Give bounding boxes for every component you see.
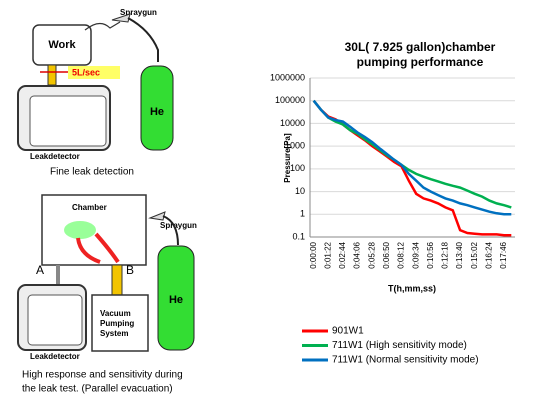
y-tick-label: 10000 bbox=[280, 118, 305, 128]
pipe-b bbox=[111, 264, 123, 296]
spraygun-label: Spraygun bbox=[160, 221, 197, 230]
x-tick-label: 0:15:02 bbox=[470, 241, 479, 268]
y-tick-label: 1000000 bbox=[270, 72, 305, 82]
series-line bbox=[312, 99, 512, 209]
flow-arrow-b bbox=[94, 232, 120, 264]
caption: the leak test. (Parallel evacuation) bbox=[22, 384, 173, 395]
x-axis-label: T(h,mm,ss) bbox=[388, 283, 436, 293]
y-tick-label: 1000 bbox=[285, 141, 305, 151]
pump-label: Pumping bbox=[100, 319, 134, 328]
legend-label: 711W1 (High sensitivity mode) bbox=[332, 340, 467, 351]
chart: 30L( 7.925 gallon)chamber pumping perfor… bbox=[270, 40, 515, 366]
pump-label: System bbox=[100, 329, 128, 338]
spraygun bbox=[148, 211, 166, 221]
x-tick-label: 0:05:28 bbox=[367, 241, 376, 268]
he-label: He bbox=[150, 106, 164, 118]
pump-box bbox=[91, 294, 149, 352]
spraygun-label: Spraygun bbox=[120, 8, 157, 17]
x-tick-label: 0:16:24 bbox=[484, 241, 493, 268]
pump-label: Vacuum bbox=[100, 309, 131, 318]
y-tick-label: 1 bbox=[300, 209, 305, 219]
chamber-label: Chamber bbox=[72, 203, 107, 212]
x-tick-label: 0:02:44 bbox=[338, 241, 347, 268]
y-tick-label: 100000 bbox=[275, 95, 305, 105]
y-tick-label: 100 bbox=[290, 163, 305, 173]
x-tick-label: 0:13:40 bbox=[455, 241, 464, 268]
x-tick-label: 0:12:18 bbox=[441, 241, 450, 268]
leakdetector-label: Leakdetector bbox=[30, 352, 80, 361]
valve-b-label: B bbox=[126, 263, 134, 277]
x-tick-label: 0:09:34 bbox=[411, 241, 420, 268]
caption: Fine leak detection bbox=[50, 167, 134, 178]
legend-label: 901W1 bbox=[332, 326, 364, 337]
work-box bbox=[32, 24, 92, 66]
leakdetector-label: Leakdetector bbox=[30, 152, 80, 161]
x-tick-label: 0:08:12 bbox=[397, 241, 406, 268]
flow-arrow-a bbox=[76, 237, 101, 264]
pipe-a bbox=[56, 265, 60, 285]
x-tick-label: 0:17:46 bbox=[499, 241, 508, 268]
work-label: Work bbox=[48, 39, 76, 51]
gas-hose bbox=[127, 17, 159, 62]
valve-a-label: A bbox=[36, 263, 44, 277]
flow-label: 5L/sec bbox=[72, 67, 100, 77]
he-label: He bbox=[169, 294, 183, 306]
x-tick-label: 0:01:22 bbox=[323, 241, 332, 268]
leakdetector-panel bbox=[27, 294, 83, 346]
chart-title: pumping performance bbox=[357, 55, 484, 69]
spraygun-hose bbox=[84, 21, 121, 31]
y-axis-label: Pressure[Pa] bbox=[283, 133, 292, 183]
parallel-diagram: Chamber Spraygun A B Leakdetector Vacuum… bbox=[17, 194, 197, 395]
legend-label: 711W1 (Normal sensitivity mode) bbox=[332, 355, 479, 366]
y-tick-label: 0.1 bbox=[292, 231, 305, 241]
gas-hose bbox=[162, 215, 179, 246]
series-line bbox=[312, 99, 512, 216]
caption: High response and sensitivity during bbox=[22, 370, 183, 381]
he-cylinder bbox=[157, 245, 195, 351]
x-tick-label: 0:10:56 bbox=[426, 241, 435, 268]
he-cloud bbox=[64, 221, 96, 239]
he-cylinder bbox=[140, 65, 174, 151]
flow-arrow bbox=[47, 64, 57, 86]
x-tick-label: 0:04:06 bbox=[353, 241, 362, 268]
leakdetector-panel bbox=[29, 95, 107, 147]
flow-box bbox=[68, 66, 120, 79]
x-tick-label: 0:00:00 bbox=[309, 241, 318, 268]
x-tick-label: 0:06:50 bbox=[382, 241, 391, 268]
y-tick-label: 10 bbox=[295, 186, 305, 196]
fine-leak-diagram: Work Spraygun 5L/sec Leakdetector He Fin… bbox=[17, 8, 174, 178]
chart-title: 30L( 7.925 gallon)chamber bbox=[345, 40, 496, 54]
